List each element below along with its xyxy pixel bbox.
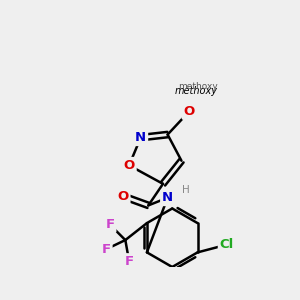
Text: O: O [124, 159, 135, 172]
Text: N: N [162, 191, 173, 204]
Text: O: O [184, 105, 195, 118]
Text: O: O [117, 190, 129, 203]
Text: H: H [182, 185, 190, 195]
Text: Cl: Cl [220, 238, 234, 251]
Text: methoxy: methoxy [175, 86, 218, 96]
Text: F: F [101, 243, 111, 256]
Text: N: N [135, 131, 146, 144]
Text: F: F [105, 218, 115, 231]
Text: methoxy: methoxy [178, 82, 218, 91]
Text: F: F [124, 255, 134, 268]
